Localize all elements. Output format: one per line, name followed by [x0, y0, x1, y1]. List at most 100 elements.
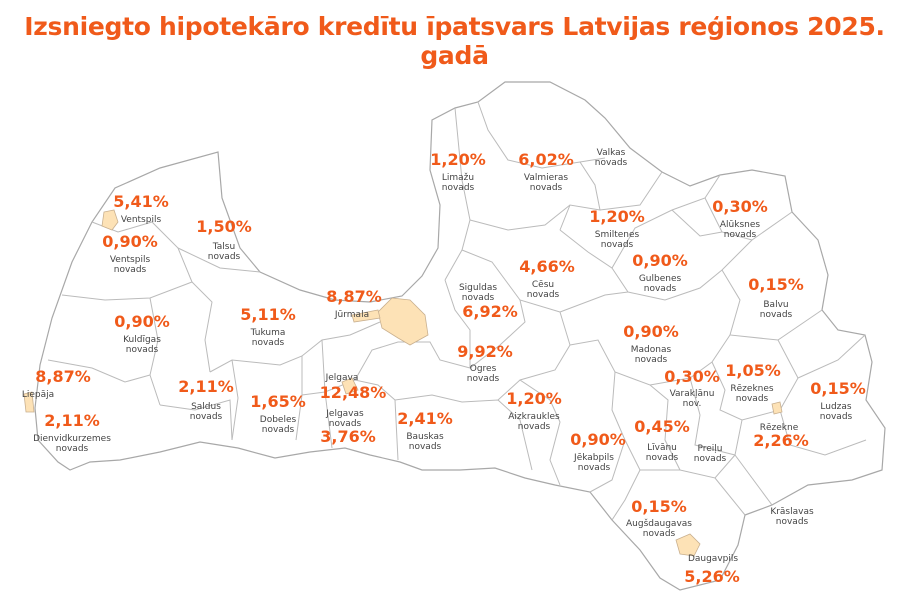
ventspils-shape — [101, 209, 119, 231]
region-name: Rēzeknes — [730, 384, 774, 394]
region-name: novads — [56, 444, 89, 454]
region-value: 2,41% — [397, 409, 453, 428]
region-name: Talsu — [212, 242, 235, 252]
region-name: novads — [114, 265, 147, 275]
region-value: 12,48% — [320, 383, 387, 402]
region-name: novads — [646, 453, 679, 463]
region-name: Cēsu — [532, 280, 554, 290]
region-name: novads — [530, 183, 563, 193]
region-name: Ventspils — [110, 255, 151, 265]
region-name: Rēzekne — [760, 423, 799, 433]
region-value: 4,66% — [519, 257, 575, 276]
region-name: novads — [126, 345, 159, 355]
region-label-ventspils: 5,41% Ventspils — [113, 192, 169, 225]
region-value: 5,41% — [113, 192, 169, 211]
region-name: novads — [694, 454, 727, 464]
region-name: novads — [601, 240, 634, 250]
region-name: novads — [442, 183, 475, 193]
region-name: Ventspils — [121, 215, 162, 225]
region-name: novads — [252, 338, 285, 348]
region-name: Jūrmala — [334, 310, 369, 320]
region-value: 1,05% — [725, 361, 781, 380]
region-name: Ogres — [470, 364, 497, 374]
region-value: 1,20% — [506, 389, 562, 408]
region-name: Madonas — [631, 345, 672, 355]
region-name: Gulbenes — [639, 274, 682, 284]
region-name: Līvānu — [647, 443, 677, 453]
region-name: Daugavpils — [688, 554, 738, 564]
region-name: Krāslavas — [770, 507, 814, 517]
daugavpils-shape — [675, 533, 701, 557]
region-name: novads — [595, 158, 628, 168]
region-value: 1,20% — [430, 150, 486, 169]
region-name: Jelgavas — [325, 409, 364, 419]
region-name: Augšdaugavas — [626, 518, 692, 529]
region-value: 0,30% — [664, 367, 720, 386]
region-value: 2,11% — [178, 377, 234, 396]
region-name: novads — [467, 374, 500, 384]
city-shapes — [23, 209, 783, 557]
region-value: 6,02% — [518, 150, 574, 169]
region-name: novads — [820, 412, 853, 422]
rezekne-shape — [771, 401, 783, 415]
liepaja-shape — [23, 391, 35, 413]
region-value: 0,90% — [623, 322, 679, 341]
region-value: 0,90% — [570, 430, 626, 449]
region-value: 0,45% — [634, 417, 690, 436]
region-value: 1,50% — [196, 217, 252, 236]
region-name: Balvu — [763, 300, 788, 310]
region-value: 0,30% — [712, 197, 768, 216]
region-name: novads — [409, 442, 442, 452]
region-name: Kuldīgas — [123, 335, 161, 345]
region-value: 8,87% — [326, 287, 382, 306]
region-name: Tukuma — [250, 328, 286, 338]
region-name: novads — [462, 293, 495, 303]
region-value: 3,76% — [320, 427, 376, 446]
region-value: 0,90% — [114, 312, 170, 331]
jurmala-shape — [351, 309, 381, 323]
region-name: Jelgava — [325, 373, 359, 383]
region-name: novads — [578, 463, 611, 473]
region-labels: 5,41%Ventspils0,90%Ventspilsnovads1,50%T… — [22, 148, 866, 586]
region-name: novads — [776, 517, 809, 527]
region-label-rezekne: 2,26%Rēzekne — [753, 423, 809, 450]
region-name: novads — [644, 284, 677, 294]
region-name: novads — [643, 529, 676, 539]
region-value: 5,26% — [684, 567, 740, 586]
region-name: Liepāja — [22, 390, 54, 400]
riga-shape — [377, 297, 429, 346]
region-name: Limažu — [442, 173, 474, 183]
region-name: Preiļu — [697, 444, 722, 454]
region-name: Dienvidkurzemes — [33, 434, 111, 444]
region-name: Alūksnes — [720, 220, 761, 230]
region-name: Siguldas — [459, 283, 497, 293]
region-name: Jēkabpils — [573, 453, 614, 463]
region-name: Bauskas — [406, 432, 444, 442]
region-name: Valkas — [597, 148, 626, 158]
region-name: novads — [635, 355, 668, 365]
region-name: novads — [724, 230, 757, 240]
